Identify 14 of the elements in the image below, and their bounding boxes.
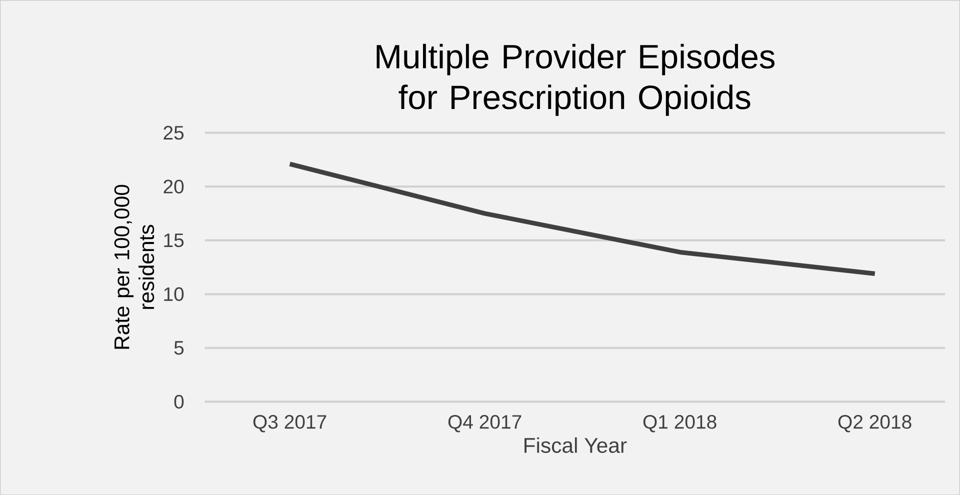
- y-tick-label: 15: [164, 233, 184, 248]
- x-tick-label: Q2 2018: [838, 414, 912, 432]
- y-tick-label: 5: [174, 341, 184, 355]
- y-tick-label: 0: [174, 394, 184, 408]
- chart-title: Multiple Provider Episodes for Prescription Opioids: [376, 44, 775, 116]
- y-tick-label: 20: [164, 180, 184, 194]
- x-axis-title: Fiscal Year: [524, 437, 627, 453]
- y-axis-title: Rate per 100,000 residents: [114, 184, 154, 349]
- x-tick-label: Q3 2017: [253, 414, 326, 432]
- x-tick-label: Q4 2017: [448, 414, 522, 432]
- line-series: [288, 162, 878, 276]
- y-tick-label: 25: [164, 126, 184, 140]
- y-tick-label: 10: [164, 287, 184, 301]
- x-tick-label: Q1 2018: [643, 414, 716, 432]
